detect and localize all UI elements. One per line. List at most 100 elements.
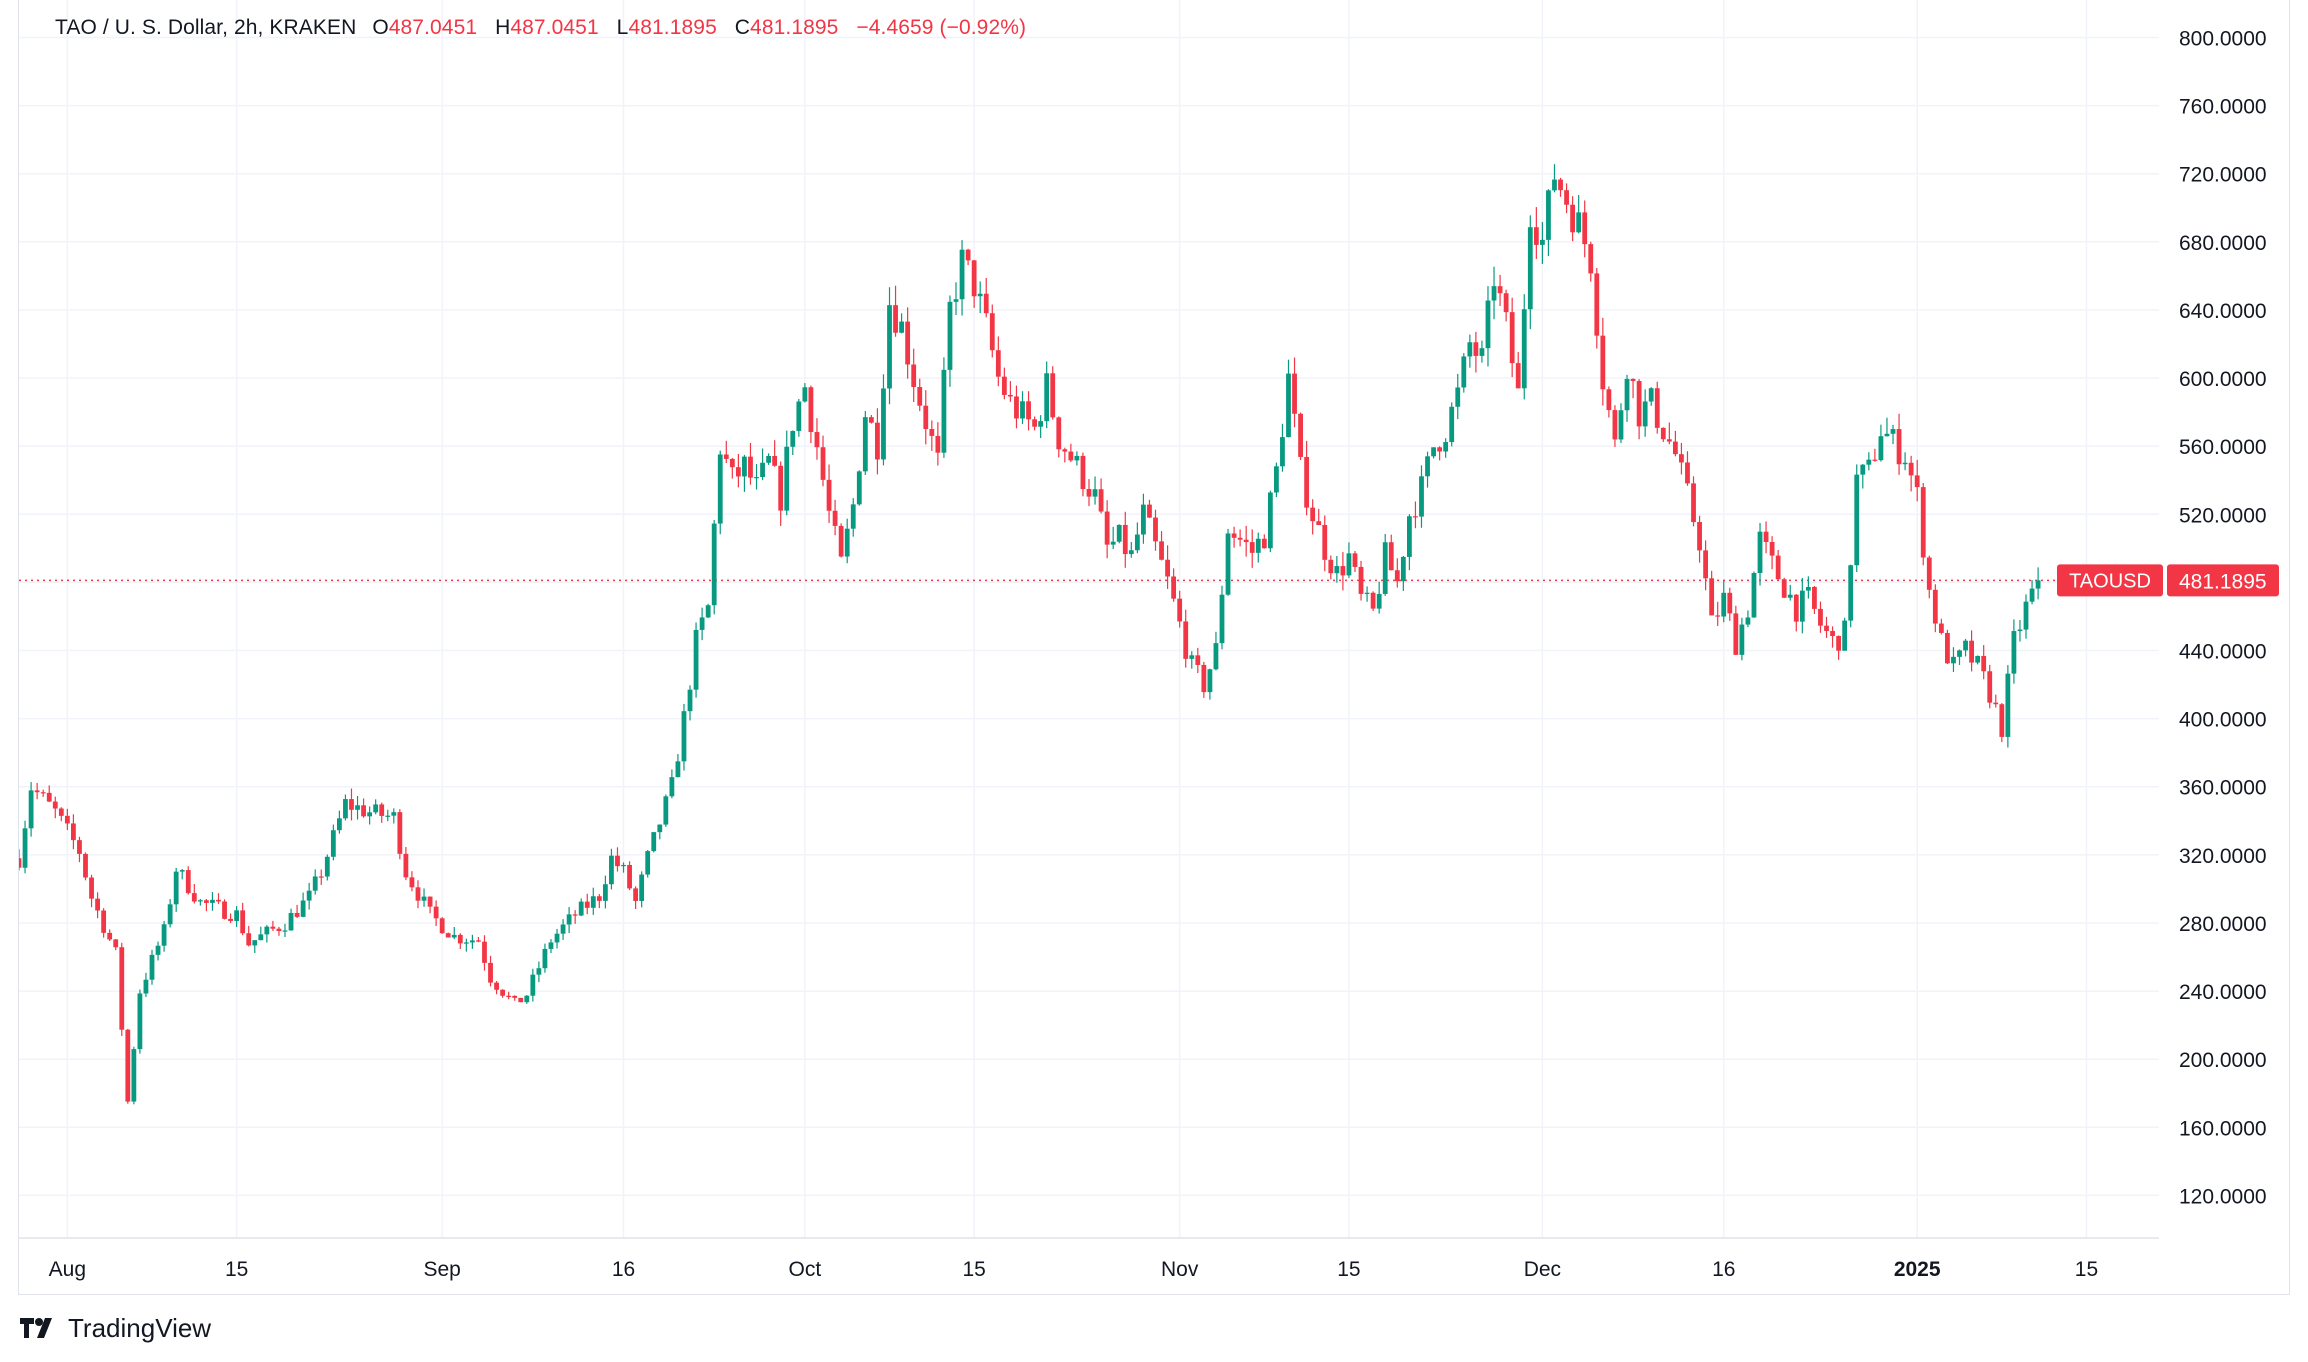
legend-high: H487.0451	[495, 16, 599, 39]
candle-body	[850, 504, 856, 529]
legend-close: C481.1895	[734, 16, 839, 39]
candle-body	[137, 993, 143, 1050]
time-axis[interactable]: Aug 15 Sep 16 Oct 15 Nov 15 Dec 16 2025 15	[19, 1237, 2159, 1281]
candle-body	[173, 871, 179, 905]
candle-body	[355, 805, 360, 810]
candle-body	[1558, 179, 1563, 191]
x-tick-label: Sep	[423, 1258, 460, 1281]
candle-body	[645, 851, 651, 875]
candle-body	[609, 855, 614, 885]
price-tag-text: 481.1895	[2179, 570, 2267, 593]
candle-body	[161, 924, 167, 946]
candle-body	[2005, 673, 2011, 737]
y-tick-label: 400.0000	[2179, 709, 2267, 732]
candle-body	[1999, 704, 2005, 737]
candle-body	[1697, 522, 1702, 551]
candle-body	[1316, 521, 1322, 525]
candle-body	[905, 321, 911, 365]
candle-body	[1588, 244, 1594, 274]
candle-body	[1945, 632, 1950, 664]
candle-body	[633, 888, 639, 901]
candle-body	[1280, 437, 1285, 467]
candle-body	[524, 995, 530, 1003]
candle-body	[1781, 579, 1787, 598]
candle-body	[1207, 669, 1213, 693]
candlestick-chart[interactable]: 120.0000 160.0000 200.0000 240.0000 280.0000…	[19, 0, 2291, 1295]
candle-body	[1630, 378, 1636, 382]
candle-body	[639, 874, 645, 901]
candle-body	[748, 456, 753, 478]
tradingview-brand[interactable]: TradingView	[68, 1312, 212, 1343]
x-tick-label: 16	[612, 1258, 635, 1281]
candle-body	[1648, 388, 1654, 402]
candle-body	[1431, 447, 1436, 457]
candle-body	[1908, 462, 1914, 476]
candle-body	[125, 1029, 131, 1102]
candle-body	[1866, 459, 1872, 465]
candle-body	[542, 948, 548, 969]
candle-body	[1969, 640, 1974, 663]
candle-body	[403, 853, 409, 878]
candle-body	[1261, 538, 1267, 549]
candle-body	[1322, 524, 1328, 560]
legend-change: −4.4659 (−0.92%)	[856, 16, 1027, 39]
candle-body	[766, 455, 772, 463]
y-tick-label: 240.0000	[2179, 981, 2267, 1004]
chart-pane[interactable]: 120.0000 160.0000 200.0000 240.0000 280.0000…	[18, 0, 2290, 1295]
candle-body	[669, 777, 675, 797]
candle-body	[1527, 227, 1533, 310]
candle-body	[1957, 650, 1962, 657]
candle-body	[772, 455, 778, 466]
candle-body	[1183, 621, 1189, 659]
candle-body	[1008, 394, 1013, 397]
candle-body	[234, 910, 240, 921]
candle-body	[1878, 436, 1884, 461]
x-tick-label: 16	[1712, 1258, 1735, 1281]
candle-body	[935, 435, 941, 453]
candle-body	[584, 901, 590, 908]
candle-body	[820, 447, 826, 480]
candle-body	[1014, 396, 1019, 419]
x-tick-label: 15	[1337, 1258, 1360, 1281]
candle-body	[324, 856, 330, 877]
candle-body	[433, 906, 439, 919]
x-tick-label: 2025	[1894, 1258, 1941, 1281]
candle-body	[1056, 417, 1062, 450]
candle-body	[445, 933, 451, 938]
candle-body	[421, 896, 427, 901]
candle-body	[971, 260, 977, 297]
candle-body	[1830, 630, 1835, 636]
candle-body	[1691, 483, 1696, 523]
legend-symbol[interactable]: TAO / U. S. Dollar, 2h, KRAKEN	[55, 16, 357, 39]
candle-body	[343, 799, 348, 819]
candle-body	[1189, 655, 1195, 659]
candle-body	[1419, 476, 1424, 517]
candle-body	[1951, 656, 1956, 664]
candle-body	[1141, 504, 1146, 535]
price-tag-bg	[2167, 564, 2279, 597]
candle-body	[1618, 410, 1624, 440]
tradingview-logo-icon[interactable]	[18, 1316, 58, 1340]
candle-body	[1546, 190, 1551, 240]
candle-body	[1660, 427, 1666, 440]
candles	[19, 164, 2041, 1105]
candle-body	[1769, 541, 1775, 556]
candle-body	[2011, 631, 2017, 674]
candle-body	[149, 954, 155, 980]
candle-body	[735, 467, 741, 477]
y-tick-label: 720.0000	[2179, 164, 2267, 187]
candle-body	[729, 458, 735, 468]
candle-body	[1026, 401, 1031, 420]
candle-body	[1340, 566, 1346, 576]
candle-body	[1920, 487, 1926, 558]
candle-body	[312, 876, 318, 891]
candle-body	[28, 790, 34, 829]
candle-body	[723, 454, 729, 459]
candle-body	[34, 790, 40, 793]
candle-body	[1963, 640, 1968, 651]
candle-body	[1709, 578, 1715, 616]
x-tick-label: Dec	[1524, 1258, 1561, 1281]
y-tick-label: 120.0000	[2179, 1185, 2267, 1208]
price-axis[interactable]: 120.0000 160.0000 200.0000 240.0000 280.0000…	[2179, 27, 2267, 1208]
candle-body	[1394, 570, 1400, 582]
